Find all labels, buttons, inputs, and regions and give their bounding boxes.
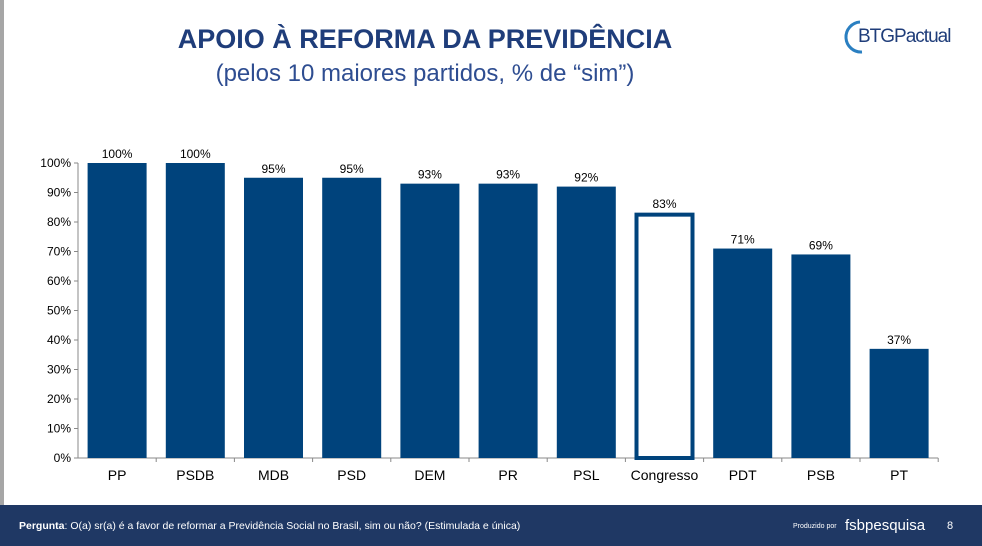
bar-psd (322, 177, 382, 458)
question-text: Pergunta: O(a) sr(a) é a favor de reform… (19, 520, 520, 532)
data-label: 69% (809, 238, 833, 252)
y-tick-label: 30% (47, 363, 71, 377)
bar-pt (869, 348, 929, 458)
x-tick-label: PSB (807, 467, 835, 483)
x-tick-label: PT (890, 467, 908, 483)
page-subtitle: (pelos 10 maiores partidos, % de “sim”) (215, 60, 635, 87)
y-tick-label: 80% (47, 215, 71, 229)
bar-psl (556, 186, 616, 458)
data-label: 37% (887, 333, 911, 347)
data-label: 71% (731, 233, 755, 247)
x-tick-label: PDT (729, 467, 757, 483)
bar-pdt (713, 248, 773, 458)
x-tick-label: PSDB (176, 467, 214, 483)
bar-chart: 0% 10% 20% 30% 40% 50% 60% 70% 80% 90% 100% 100% PP 1… (40, 147, 939, 483)
data-label: 93% (418, 168, 442, 182)
bar-psb (791, 254, 851, 458)
page-number: 8 (947, 520, 954, 532)
question: : O(a) sr(a) é a favor de reformar a Pre… (64, 520, 521, 532)
data-label: 92% (574, 171, 598, 185)
bar-congresso (634, 212, 695, 461)
data-label: 100% (102, 147, 133, 161)
bar-pp (87, 163, 147, 458)
y-tick-label: 40% (47, 333, 71, 347)
bar-dem (400, 183, 460, 458)
y-tick-label: 90% (47, 186, 71, 200)
data-label: 93% (496, 168, 520, 182)
bar-mdb (244, 177, 303, 458)
x-tick-label: PR (498, 467, 517, 483)
question-label: Pergunta (19, 520, 65, 532)
bar-pr (478, 183, 538, 458)
data-label: 83% (652, 197, 676, 211)
data-label: 95% (261, 162, 285, 176)
bar-psdb (165, 163, 225, 458)
btg-pactual-logo: BTGPactual (838, 16, 968, 56)
y-tick-label: 100% (40, 156, 71, 170)
fsb-logo: fsbpesquisa (845, 517, 926, 534)
y-tick-label: 10% (47, 422, 71, 436)
x-tick-label: PSL (573, 467, 600, 483)
footer: Pergunta: O(a) sr(a) é a favor de reform… (0, 505, 982, 546)
y-tick-label: 60% (47, 274, 71, 288)
x-tick-label: DEM (414, 467, 445, 483)
left-border (0, 0, 4, 505)
x-tick-label: Congresso (631, 467, 699, 483)
y-tick-label: 70% (47, 245, 71, 259)
produced-by: Produzido por (793, 523, 837, 530)
x-tick-label: PSD (337, 467, 366, 483)
y-tick-label: 50% (47, 304, 71, 318)
page-title: APOIO À REFORMA DA PREVIDÊNCIA (177, 24, 673, 54)
y-tick-label: 20% (47, 392, 71, 406)
x-tick-label: MDB (258, 467, 289, 483)
x-tick-label: PP (108, 467, 127, 483)
y-tick-label: 0% (54, 451, 72, 465)
data-label: 95% (340, 162, 364, 176)
data-label: 100% (180, 147, 211, 161)
